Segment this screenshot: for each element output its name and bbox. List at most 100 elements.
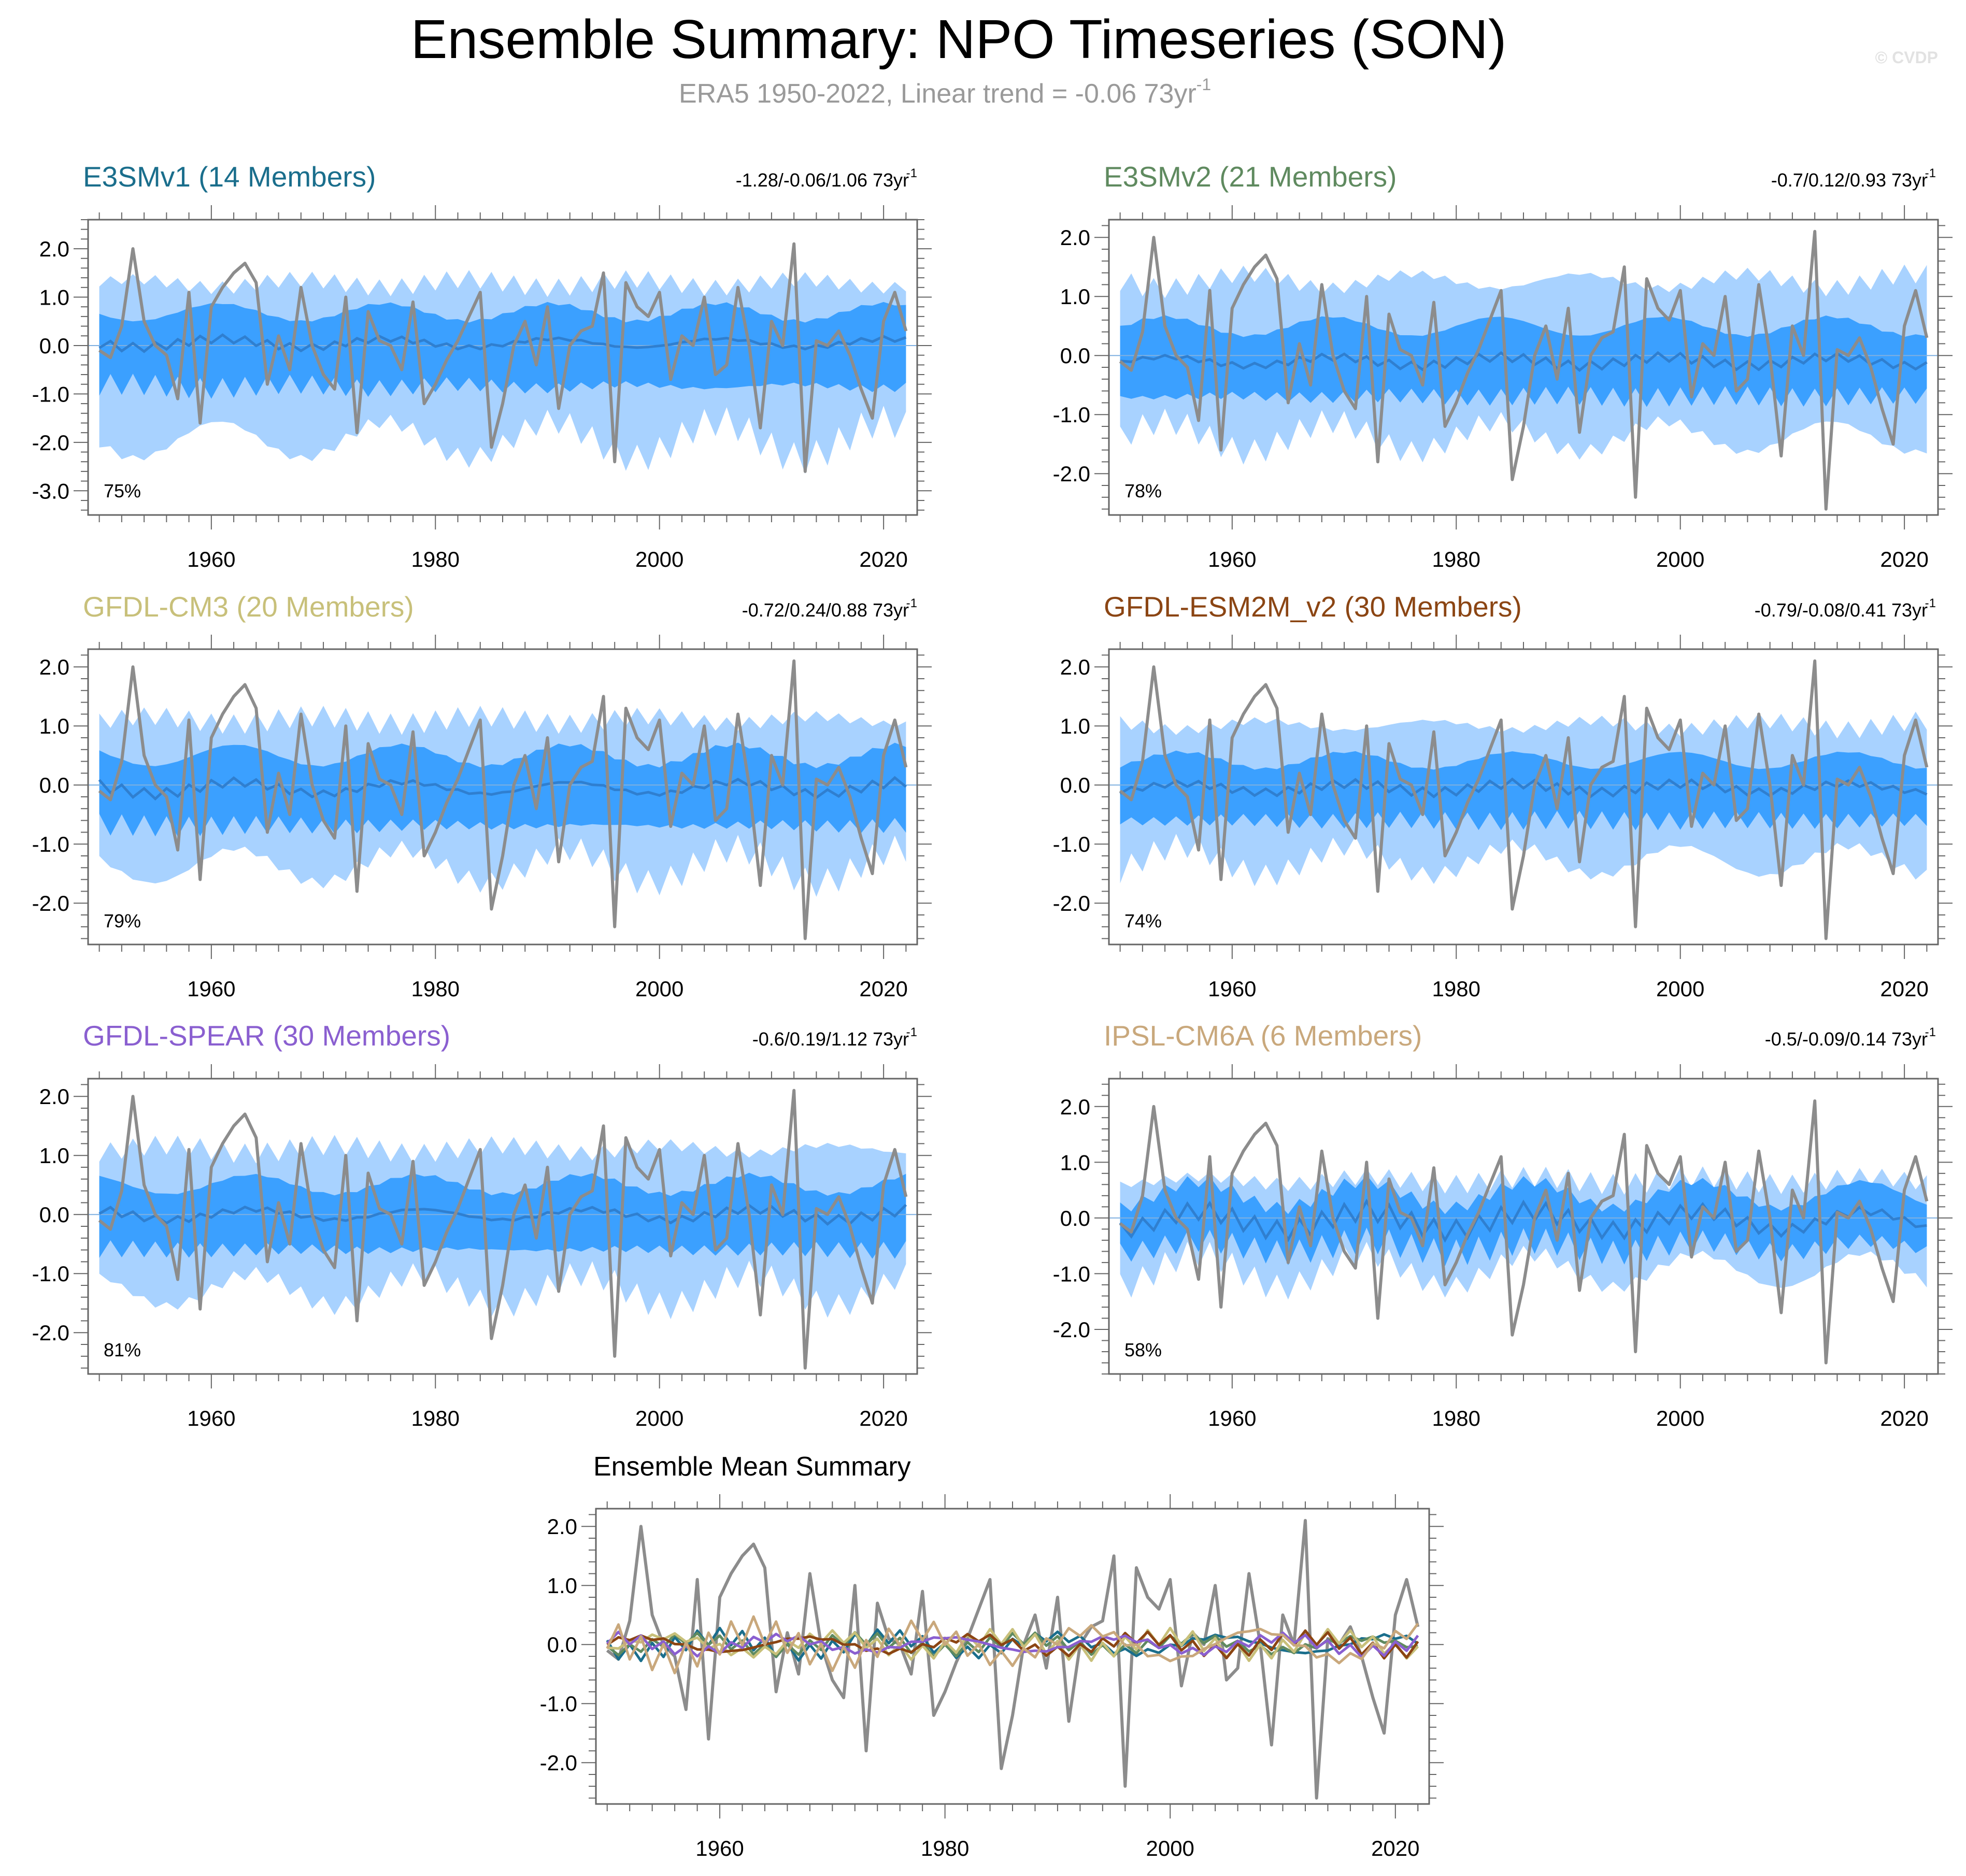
panel-e3smv1: E3SMv1 (14 Members) -1.28/-0.06/1.06 73yr… xyxy=(32,161,932,571)
y-tick-label: 0.0 xyxy=(1060,1206,1090,1230)
x-tick-label: 2020 xyxy=(1880,1406,1928,1430)
y-tick-label: -2.0 xyxy=(32,1321,69,1345)
y-tick-label: 0.0 xyxy=(547,1632,577,1657)
panel-percent: 78% xyxy=(1124,480,1162,502)
panel-trend-stats: -0.6/0.19/1.12 73yr xyxy=(752,1028,909,1050)
band-25-75 xyxy=(99,302,906,399)
x-tick-label: 1960 xyxy=(1208,547,1256,571)
panel-title: GFDL-CM3 (20 Members) xyxy=(83,591,414,623)
y-tick-label: -1.0 xyxy=(1053,1262,1090,1286)
y-tick-label: -1.0 xyxy=(1053,832,1090,856)
plot-area xyxy=(88,1089,917,1370)
x-tick-label: 2000 xyxy=(635,977,683,1001)
plot-area xyxy=(1109,1099,1938,1365)
x-tick-label: 1960 xyxy=(1208,1406,1256,1430)
y-tick-label: 0.0 xyxy=(39,1202,69,1227)
panel-gfdl-cm3: GFDL-CM3 (20 Members) -0.72/0.24/0.88 73y… xyxy=(32,591,932,1001)
panel-title: E3SMv2 (21 Members) xyxy=(1104,161,1397,193)
x-tick-label: 2020 xyxy=(859,977,907,1001)
x-tick-label: 2020 xyxy=(1880,547,1928,571)
panel-percent: 75% xyxy=(104,480,141,502)
x-tick-label: 1960 xyxy=(187,977,235,1001)
y-tick-label: -2.0 xyxy=(1053,891,1090,915)
x-tick-label: 1960 xyxy=(187,547,235,571)
x-tick-label: 2000 xyxy=(635,1406,683,1430)
plot-area xyxy=(1109,230,1938,511)
y-tick-label: 2.0 xyxy=(1060,655,1090,679)
x-tick-label: 1980 xyxy=(411,1406,460,1430)
band-25-75 xyxy=(99,742,906,837)
x-tick-label: 2020 xyxy=(859,1406,907,1430)
x-tick-label: 1960 xyxy=(1208,977,1256,1001)
panel-trend-sup: -1 xyxy=(906,166,917,180)
x-tick-label: 1980 xyxy=(1432,1406,1480,1430)
y-tick-label: 2.0 xyxy=(39,237,69,261)
y-tick-label: 0.0 xyxy=(1060,773,1090,797)
y-tick-label: 0.0 xyxy=(1060,343,1090,368)
band-25-75 xyxy=(1120,1175,1927,1266)
plot-frame xyxy=(595,1508,1430,1805)
panel-trend-stats: -0.72/0.24/0.88 73yr xyxy=(742,599,909,621)
y-tick-label: 0.0 xyxy=(39,773,69,797)
panel-percent: 79% xyxy=(104,910,141,932)
era5-line xyxy=(98,1089,908,1370)
era5-line xyxy=(1119,1099,1929,1365)
y-tick-label: 1.0 xyxy=(39,1143,69,1168)
panel-trend-sup: -1 xyxy=(1925,1025,1936,1039)
ensemble-mean-line xyxy=(1119,1198,1927,1243)
panel-trend-stats: -0.5/-0.09/0.14 73yr xyxy=(1765,1028,1928,1050)
panel-e3smv2: E3SMv2 (21 Members) -0.7/0.12/0.93 73yr-1… xyxy=(1053,161,1953,571)
band-25-75 xyxy=(99,1172,906,1259)
y-tick-label: 2.0 xyxy=(39,1084,69,1109)
panel-trend-stats: -0.79/-0.08/0.41 73yr xyxy=(1755,599,1928,621)
y-tick-label: -2.0 xyxy=(1053,1318,1090,1342)
panel-percent: 58% xyxy=(1124,1339,1162,1361)
panel-title: GFDL-SPEAR (30 Members) xyxy=(83,1020,450,1052)
panel-gfdl-esm2m: GFDL-ESM2M_v2 (30 Members) -0.79/-0.08/0.… xyxy=(1053,591,1953,1001)
x-tick-label: 1960 xyxy=(695,1836,744,1860)
y-tick-label: 0.0 xyxy=(39,334,69,358)
plot-area xyxy=(88,659,917,940)
panel-title: Ensemble Mean Summary xyxy=(593,1452,911,1482)
figure-subtitle-sup: -1 xyxy=(1196,75,1211,94)
y-tick-label: 1.0 xyxy=(1060,714,1090,738)
y-tick-label: -1.0 xyxy=(540,1692,577,1716)
panel-title: E3SMv1 (14 Members) xyxy=(83,161,376,193)
x-tick-label: 2000 xyxy=(1656,547,1704,571)
y-tick-label: -1.0 xyxy=(32,1262,69,1286)
y-tick-label: 1.0 xyxy=(39,714,69,738)
ensemble-mean-line xyxy=(98,1204,907,1226)
x-tick-label: 1980 xyxy=(411,547,460,571)
panel-ipsl-cm6a: IPSL-CM6A (6 Members) -0.5/-0.09/0.14 73y… xyxy=(1053,1020,1953,1430)
panel-trend-stats: -0.7/0.12/0.93 73yr xyxy=(1771,169,1928,191)
x-tick-label: 2020 xyxy=(1371,1836,1419,1860)
y-tick-label: -1.0 xyxy=(32,832,69,856)
x-tick-label: 1980 xyxy=(921,1836,969,1860)
band-25-75 xyxy=(1120,315,1927,407)
era5-line xyxy=(98,242,908,473)
y-tick-label: 1.0 xyxy=(39,285,69,310)
ensemble-mean-line xyxy=(98,333,907,353)
band-25-75 xyxy=(1120,750,1927,830)
panel-trend-sup: -1 xyxy=(906,596,917,610)
x-tick-label: 2020 xyxy=(1880,977,1928,1001)
ensemble-mean-line xyxy=(1119,777,1928,799)
x-tick-label: 2000 xyxy=(1656,1406,1704,1430)
mean-line-gfdl-spear xyxy=(606,1630,1419,1659)
y-tick-label: 2.0 xyxy=(39,655,69,679)
y-tick-label: 2.0 xyxy=(1060,1095,1090,1119)
y-tick-label: 1.0 xyxy=(547,1573,577,1598)
x-tick-label: 1980 xyxy=(1432,977,1480,1001)
y-tick-label: -2.0 xyxy=(540,1751,577,1775)
era5-line xyxy=(1119,230,1929,511)
ensemble-mean-line xyxy=(98,776,907,801)
panel-trend-sup: -1 xyxy=(906,1025,917,1039)
panel-title: GFDL-ESM2M_v2 (30 Members) xyxy=(1104,591,1522,623)
figure-subtitle-main: ERA5 1950-2022, Linear trend = -0.06 73y… xyxy=(679,79,1196,109)
panel-trend-sup: -1 xyxy=(1925,166,1936,180)
mean-line-ipsl-cm6a xyxy=(606,1615,1419,1674)
y-tick-label: -3.0 xyxy=(32,479,69,503)
era5-line xyxy=(1119,659,1929,940)
y-tick-label: 2.0 xyxy=(1060,225,1090,250)
